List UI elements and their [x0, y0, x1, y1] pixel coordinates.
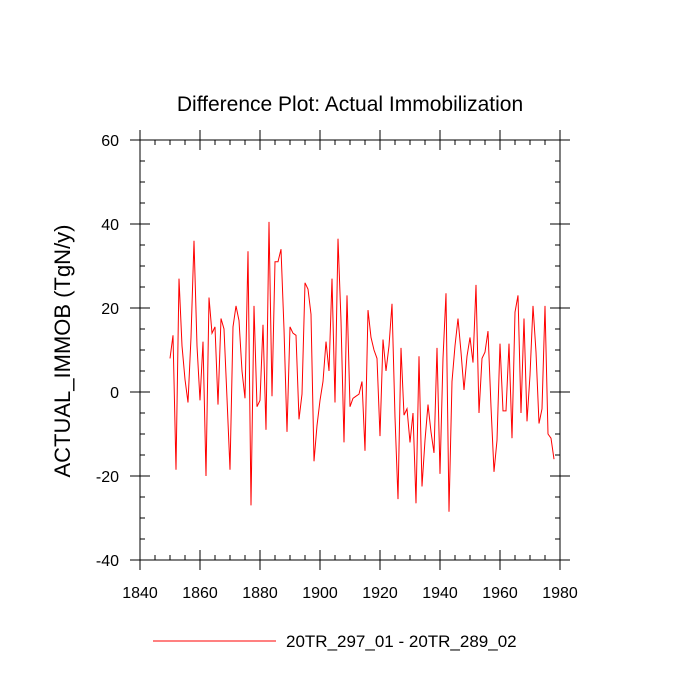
minor-ticks: [140, 140, 560, 560]
y-tick-label: -40: [96, 553, 119, 570]
y-tick-label: -20: [96, 469, 119, 486]
x-tick-label: 1920: [362, 585, 398, 602]
x-tick-label: 1880: [242, 585, 278, 602]
plot-area: 1840 1860 1880 1900 1920 1940 1960 1980 -40 -20 0…: [96, 130, 578, 602]
series-line: [169, 221, 555, 512]
x-tick-label: 1840: [122, 585, 158, 602]
x-tick-label: 1860: [182, 585, 218, 602]
x-tick-label: 1940: [422, 585, 458, 602]
legend-label: 20TR_297_01 - 20TR_289_02: [286, 632, 517, 651]
y-tick-label: 20: [101, 301, 119, 318]
y-axis-label: ACTUAL_IMMOB (TgN/y): [50, 224, 75, 477]
major-ticks: [130, 130, 570, 570]
y-tick-label: 60: [101, 133, 119, 150]
chart-title: Difference Plot: Actual Immobilization: [177, 93, 523, 116]
y-tick-label: 0: [110, 385, 119, 402]
x-tick-label: 1900: [302, 585, 338, 602]
y-tick-label: 40: [101, 217, 119, 234]
legend: 20TR_297_01 - 20TR_289_02: [153, 632, 517, 651]
x-tick-label: 1960: [482, 585, 518, 602]
series-group: [169, 221, 555, 512]
y-tick-labels: -40 -20 0 20 40 60: [96, 133, 119, 570]
x-tick-labels: 1840 1860 1880 1900 1920 1940 1960 1980: [122, 585, 578, 602]
x-tick-label: 1980: [542, 585, 578, 602]
